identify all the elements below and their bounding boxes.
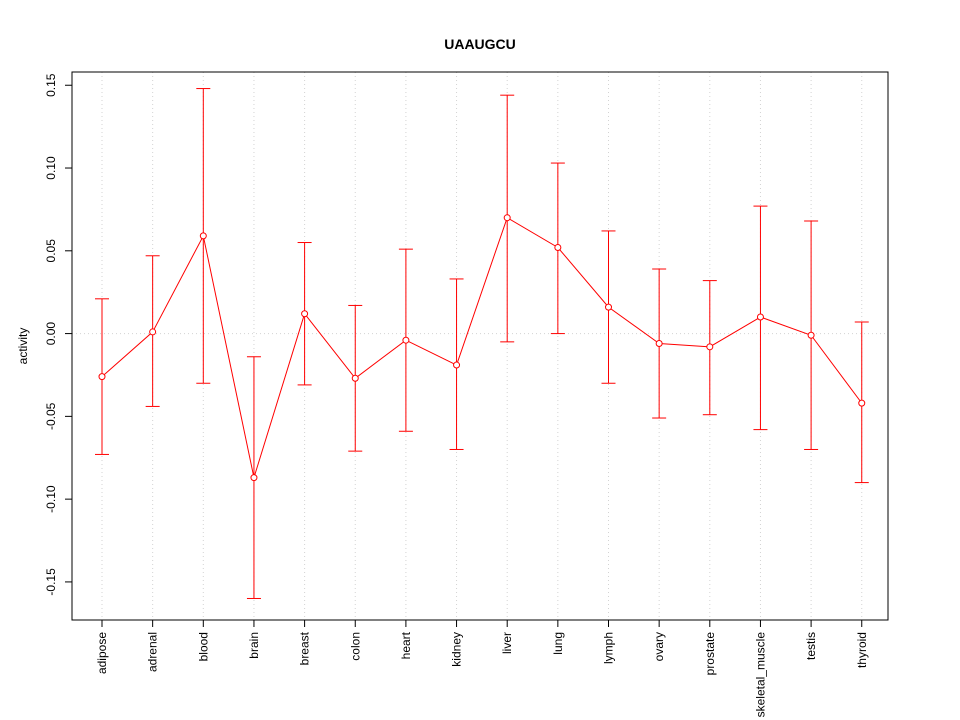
y-tick-label: 0.05 bbox=[44, 239, 58, 263]
data-point bbox=[402, 336, 410, 344]
plot-frame bbox=[71, 71, 889, 621]
data-point bbox=[605, 303, 612, 311]
y-tick-label: 0.15 bbox=[44, 73, 58, 97]
grid-layer bbox=[72, 72, 888, 620]
data-point bbox=[149, 328, 157, 336]
data-point bbox=[554, 243, 562, 251]
y-axis-label: activity bbox=[16, 328, 30, 365]
y-axis: -0.15 -0.10 -0.05 0.00 0.05 0.10 0.15 bbox=[44, 73, 73, 596]
data-point bbox=[807, 331, 815, 339]
data-point bbox=[655, 340, 663, 348]
y-tick-label: -0.10 bbox=[44, 485, 58, 513]
x-tick-label: heart bbox=[399, 631, 413, 659]
y-tick-label: 0.10 bbox=[44, 156, 58, 180]
series-layer bbox=[95, 88, 869, 599]
data-point bbox=[503, 214, 511, 222]
x-tick-label: adipose bbox=[95, 632, 109, 674]
data-point bbox=[756, 313, 764, 321]
data-point bbox=[453, 361, 461, 369]
data-point bbox=[250, 474, 258, 482]
x-tick-label: prostate bbox=[703, 632, 717, 676]
x-tick-label: skeletal_muscle bbox=[753, 632, 767, 718]
data-point bbox=[301, 310, 309, 318]
x-axis: adipose adrenal blood brain breast colon heart… bbox=[95, 619, 869, 718]
y-tick-label: -0.05 bbox=[44, 402, 58, 430]
x-tick-label: kidney bbox=[450, 632, 464, 667]
x-tick-label: lung bbox=[551, 632, 565, 655]
chart-title: UAAUGCU bbox=[444, 36, 516, 52]
y-tick-label: 0.00 bbox=[44, 322, 58, 346]
x-tick-label: liver bbox=[500, 632, 514, 654]
data-point bbox=[858, 399, 866, 407]
data-point bbox=[706, 343, 714, 351]
x-tick-label: adrenal bbox=[146, 632, 160, 672]
series-line bbox=[101, 216, 863, 480]
x-tick-label: thyroid bbox=[855, 632, 869, 668]
x-tick-label: breast bbox=[298, 631, 312, 665]
x-tick-label: blood bbox=[196, 632, 210, 661]
x-tick-label: colon bbox=[348, 632, 362, 661]
x-tick-label: brain bbox=[247, 632, 261, 659]
x-tick-label: testis bbox=[804, 632, 818, 660]
data-point bbox=[98, 373, 106, 381]
y-tick-label: -0.15 bbox=[44, 568, 58, 596]
data-point bbox=[199, 232, 207, 240]
x-tick-label: lymph bbox=[602, 632, 616, 664]
x-tick-label: ovary bbox=[652, 632, 666, 661]
data-point bbox=[351, 374, 359, 382]
